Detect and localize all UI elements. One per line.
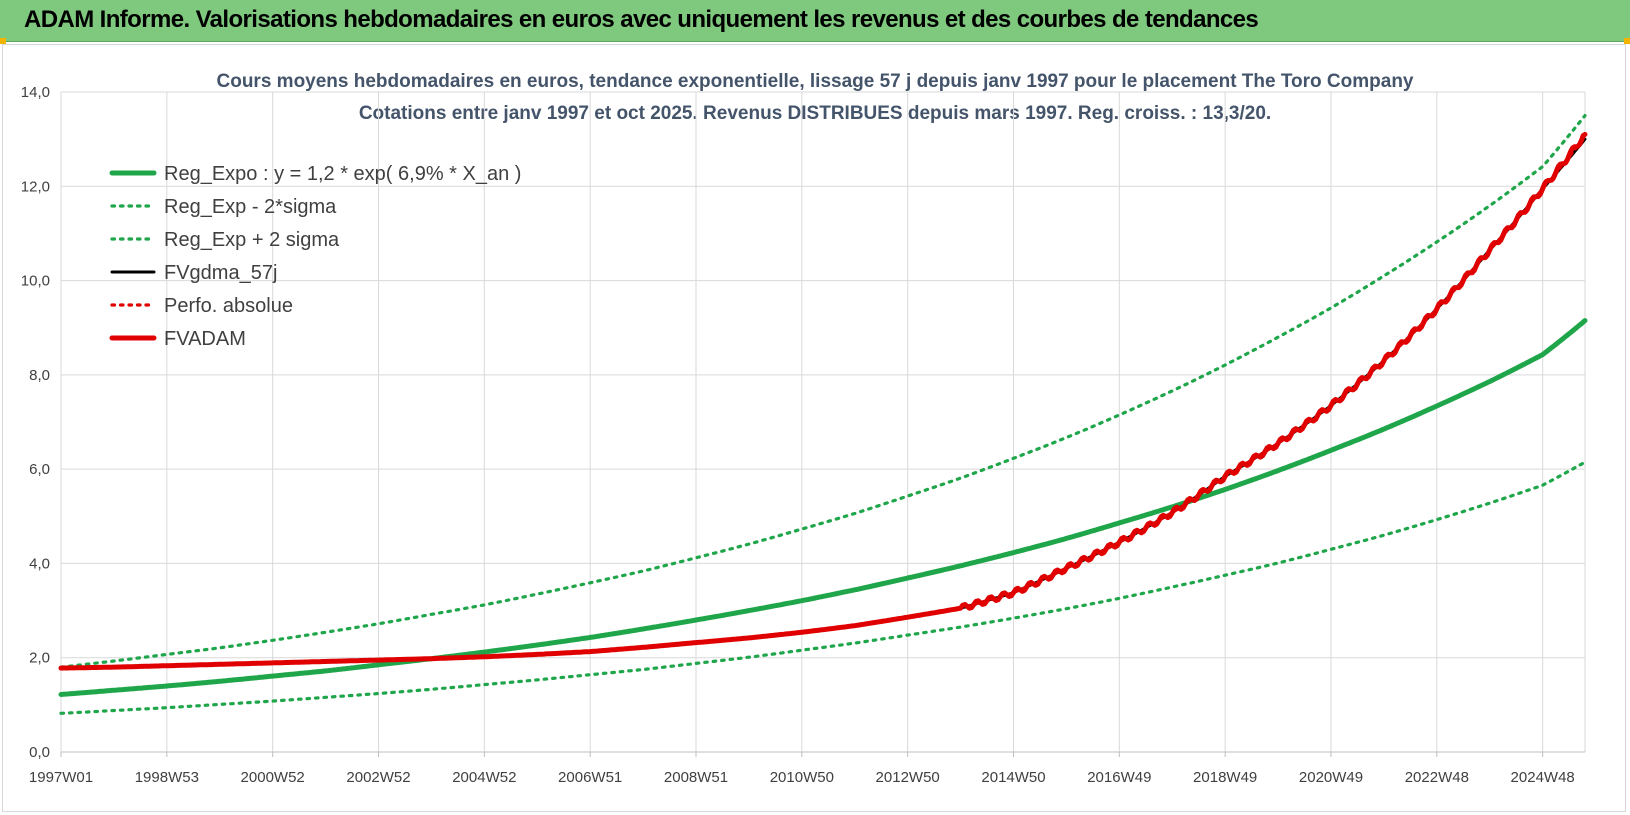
- legend-label: Perfo. absolue: [164, 295, 293, 317]
- x-tick-label: 2006W51: [558, 769, 622, 786]
- series-line-4: [59, 135, 1587, 670]
- corner-marker-left: [0, 38, 6, 44]
- x-tick-label: 2004W52: [452, 769, 516, 786]
- y-tick-label: 6,0: [29, 461, 50, 478]
- y-tick-label: 2,0: [29, 650, 50, 667]
- legend-label: FVgdma_57j: [164, 262, 277, 284]
- legend-label: FVADAM: [164, 328, 246, 350]
- x-tick-label: 2010W50: [770, 769, 834, 786]
- x-tick-label: 2008W51: [664, 769, 728, 786]
- series-line-1: [59, 460, 1587, 715]
- legend-label: Reg_Exp + 2 sigma: [164, 229, 340, 251]
- x-tick-label: 2012W50: [876, 769, 940, 786]
- x-tick-label: 2018W49: [1193, 769, 1257, 786]
- x-tick-label: 2002W52: [346, 769, 410, 786]
- x-tick-label: 1998W53: [135, 769, 199, 786]
- header-bar: ADAM Informe. Valorisations hebdomadaire…: [0, 0, 1630, 42]
- y-tick-label: 0,0: [29, 744, 50, 761]
- series-line-2: [59, 113, 1587, 669]
- x-tick-label: 1997W01: [29, 769, 93, 786]
- x-tick-label: 2014W50: [981, 769, 1045, 786]
- x-tick-label: 2024W48: [1511, 769, 1575, 786]
- legend-label: Reg_Expo : y = 1,2 * exp( 6,9% * X_an ): [164, 163, 521, 185]
- y-tick-label: 14,0: [21, 84, 50, 101]
- legend-label: Reg_Exp - 2*sigma: [164, 196, 337, 218]
- series-line-0: [58, 318, 1588, 697]
- y-tick-label: 10,0: [21, 273, 50, 290]
- x-tick-label: 2016W49: [1087, 769, 1151, 786]
- chart-subtitle: Cotations entre janv 1997 et oct 2025. R…: [359, 103, 1271, 124]
- x-tick-label: 2020W49: [1299, 769, 1363, 786]
- series-line-3: [59, 137, 1587, 670]
- chart-title: Cours moyens hebdomadaires en euros, ten…: [217, 71, 1414, 92]
- y-tick-label: 4,0: [29, 555, 50, 572]
- grid-layer: [60, 91, 1586, 753]
- y-tick-label: 12,0: [21, 178, 50, 195]
- y-tick-label: 8,0: [29, 367, 50, 384]
- x-tick-label: 2022W48: [1405, 769, 1469, 786]
- x-tick-label: 2000W52: [241, 769, 305, 786]
- series-layer: [58, 113, 1588, 715]
- corner-marker-right: [1624, 38, 1630, 44]
- axis-layer: 0,0 2,0 4,0 6,0 8,0 10,0 12,0 14,0 1997W01 1998W5…: [21, 84, 1585, 786]
- page-title: ADAM Informe. Valorisations hebdomadaire…: [24, 6, 1259, 33]
- legend: Reg_Expo : y = 1,2 * exp( 6,9% * X_an ) R…: [109, 163, 521, 350]
